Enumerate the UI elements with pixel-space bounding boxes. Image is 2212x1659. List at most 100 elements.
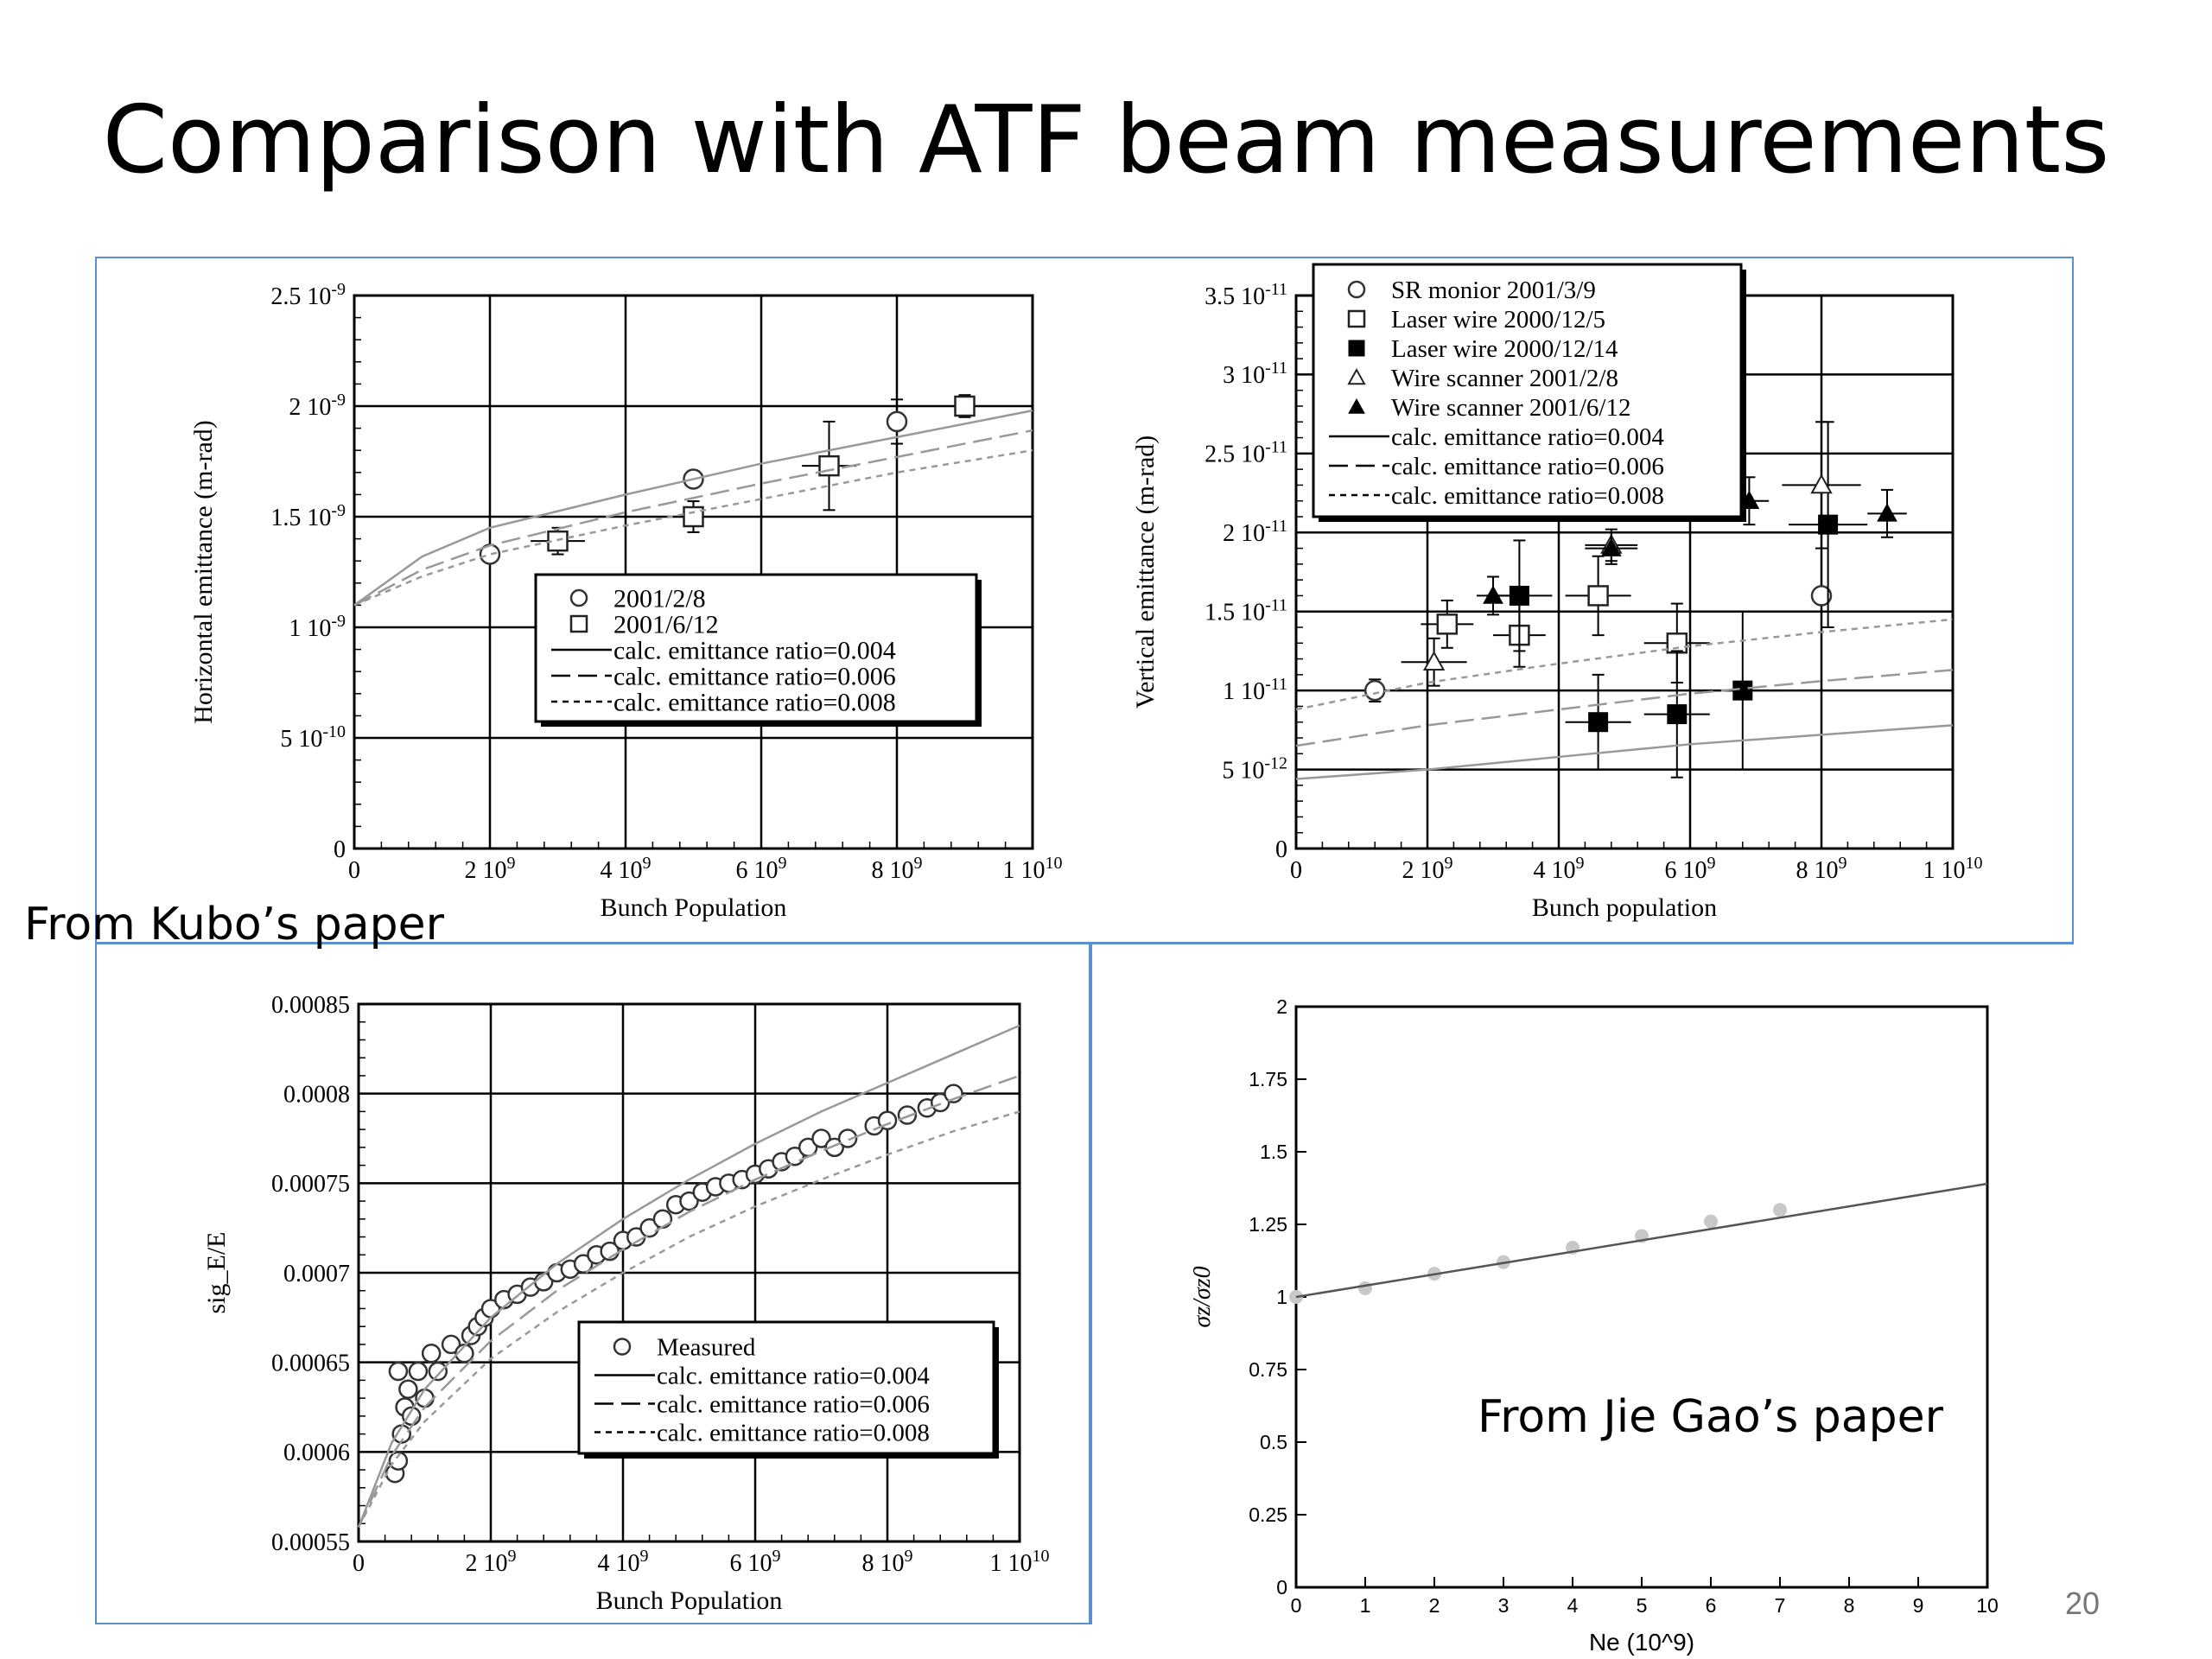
kubo-figure-frame-bottom bbox=[95, 942, 1090, 1624]
series-2001-6-12-point bbox=[683, 505, 704, 528]
y-tick-label: 1 10-11 bbox=[1223, 675, 1287, 705]
legend-marker bbox=[613, 1338, 632, 1356]
series-calc-emittance-ratio-0-006-line bbox=[1295, 669, 1954, 747]
x-tick-label: 1 bbox=[1360, 1594, 1371, 1617]
series-laser-wire-2000-12-14-point bbox=[1732, 680, 1753, 701]
legend-marker bbox=[1347, 309, 1366, 328]
x-tick-label: 8 109 bbox=[862, 1547, 913, 1577]
series-measured-point bbox=[837, 1128, 858, 1148]
x-tick-label: 8 109 bbox=[872, 854, 923, 884]
x-tick-label: 6 bbox=[1706, 1594, 1717, 1617]
legend-box bbox=[1312, 263, 1743, 518]
series-measured-point bbox=[897, 1105, 918, 1125]
legend-label: SR monior 2001/3/9 bbox=[1391, 276, 1596, 304]
y-tick-label: 1.75 bbox=[1249, 1068, 1287, 1090]
series-measured-point bbox=[428, 1361, 448, 1382]
legend-marker bbox=[569, 588, 588, 607]
y-tick-label: 2 10-9 bbox=[289, 391, 346, 421]
series-0-point bbox=[1704, 1214, 1718, 1229]
series-wire-scanner-2001-2-8-point bbox=[1422, 651, 1446, 671]
series-measured-point bbox=[639, 1217, 659, 1238]
x-tick-label: 10 bbox=[1976, 1594, 1999, 1617]
y-tick-label: 3 10-11 bbox=[1223, 359, 1287, 389]
series-sr-monior-2001-3-9-point bbox=[1363, 679, 1386, 702]
x-axis-label: Bunch Population bbox=[601, 893, 787, 922]
page-number: 20 bbox=[2065, 1586, 2101, 1621]
series-laser-wire-2000-12-5-point bbox=[1436, 613, 1459, 635]
x-tick-label: 4 109 bbox=[1534, 854, 1585, 884]
x-tick-label: 5 bbox=[1637, 1594, 1648, 1617]
series-measured-point bbox=[679, 1191, 699, 1211]
y-tick-label: 1.5 bbox=[1260, 1141, 1287, 1163]
series-measured-point bbox=[652, 1209, 673, 1230]
legend-label: calc. emittance ratio=0.006 bbox=[1391, 453, 1664, 480]
series-measured-point bbox=[408, 1361, 429, 1382]
caption-gao: From Jie Gao’s paper bbox=[1478, 1391, 1944, 1443]
y-tick-label: 1 10-9 bbox=[289, 612, 346, 642]
chart-vertical-emittance: 0 2 109 4 109 6 109 8 109 1 1010 0 5 10-12 1 10-… bbox=[1131, 263, 1983, 922]
y-tick-label: 1.25 bbox=[1249, 1213, 1287, 1236]
x-tick-label: 9 bbox=[1913, 1594, 1924, 1617]
y-tick-label: 0.25 bbox=[1249, 1503, 1287, 1526]
legend-label: calc. emittance ratio=0.008 bbox=[1391, 482, 1664, 510]
series-calc-emittance-ratio-0-008-line bbox=[1295, 618, 1954, 711]
series-laser-wire-2000-12-14-point bbox=[1818, 514, 1839, 535]
y-axis-label: Horizontal emittance (m-rad) bbox=[189, 420, 218, 724]
legend-box bbox=[577, 1320, 995, 1455]
x-tick-label: 2 109 bbox=[465, 854, 516, 884]
y-tick-label: 0 bbox=[334, 836, 346, 863]
gao-figure-frame-left bbox=[1090, 942, 1092, 1624]
series-calc-emittance-ratio-0-008-line bbox=[353, 448, 1033, 607]
legend-label: calc. emittance ratio=0.008 bbox=[613, 689, 896, 717]
x-axis-label: Bunch Population bbox=[596, 1586, 783, 1615]
legend-label: calc. emittance ratio=0.004 bbox=[657, 1363, 930, 1390]
series-calc-emittance-ratio-0-008-line bbox=[357, 1110, 1020, 1528]
x-tick-label: 3 bbox=[1498, 1594, 1510, 1617]
slide-title: Comparison with ATF beam measurements bbox=[102, 86, 2110, 194]
series-measured-point bbox=[388, 1451, 409, 1471]
x-tick-label: 0 bbox=[1291, 1594, 1302, 1617]
plot-area bbox=[1294, 1005, 1989, 1589]
y-tick-label: 1.5 10-9 bbox=[270, 501, 346, 531]
gao-figure-frame bbox=[1090, 942, 2074, 945]
x-tick-label: 1 1010 bbox=[1923, 854, 1983, 884]
y-tick-label: 0.75 bbox=[1249, 1358, 1287, 1381]
x-tick-label: 1 1010 bbox=[1003, 854, 1063, 884]
series-calc-emittance-ratio-0-004-line bbox=[1295, 724, 1954, 780]
legend-marker bbox=[1347, 280, 1366, 299]
x-tick-label: 4 bbox=[1567, 1594, 1579, 1617]
x-tick-label: 0 bbox=[348, 857, 360, 884]
series-calc-emittance-ratio-0-006-line bbox=[353, 429, 1033, 607]
y-tick-label: 0.5 bbox=[1260, 1431, 1287, 1453]
series-laser-wire-2000-12-5-point bbox=[1587, 585, 1609, 607]
y-tick-label: 2.5 10-9 bbox=[270, 280, 346, 310]
x-tick-label: 6 109 bbox=[730, 1547, 781, 1577]
x-tick-label: 4 109 bbox=[598, 1547, 649, 1577]
x-tick-label: 6 109 bbox=[736, 854, 787, 884]
plot-area bbox=[353, 294, 1034, 850]
series-sr-monior-2001-3-9-point bbox=[1810, 585, 1833, 607]
x-tick-label: 7 bbox=[1775, 1594, 1786, 1617]
series-measured-point bbox=[811, 1128, 831, 1148]
legend-marker bbox=[569, 614, 588, 633]
x-axis-label: Ne (10^9) bbox=[1589, 1629, 1694, 1656]
series-calc-emittance-ratio-0-004-line bbox=[353, 409, 1033, 607]
y-axis-label: Vertical emittance (m-rad) bbox=[1131, 435, 1160, 709]
legend-label: calc. emittance ratio=0.004 bbox=[613, 637, 896, 665]
series-measured-point bbox=[441, 1334, 461, 1355]
y-tick-label: 5 10-10 bbox=[280, 722, 346, 753]
x-tick-label: 4 109 bbox=[601, 854, 652, 884]
legend-label: Laser wire 2000/12/5 bbox=[1391, 306, 1605, 334]
y-tick-label: 3.5 10-11 bbox=[1205, 280, 1287, 310]
x-tick-label: 2 bbox=[1429, 1594, 1440, 1617]
series-0-point bbox=[1773, 1203, 1787, 1217]
caption-kubo: From Kubo’s paper bbox=[24, 899, 445, 950]
series-measured-point bbox=[421, 1344, 442, 1363]
legend-label: Wire scanner 2001/2/8 bbox=[1391, 365, 1618, 392]
y-axis-label: sig_E/E bbox=[202, 1232, 231, 1314]
y-tick-label: 5 10-12 bbox=[1222, 753, 1287, 784]
series-laser-wire-2000-12-14-point bbox=[1588, 712, 1609, 733]
y-tick-label: 0.0007 bbox=[283, 1261, 350, 1287]
series-2001-2-8-point bbox=[886, 410, 908, 433]
legend-label: calc. emittance ratio=0.006 bbox=[657, 1391, 930, 1419]
